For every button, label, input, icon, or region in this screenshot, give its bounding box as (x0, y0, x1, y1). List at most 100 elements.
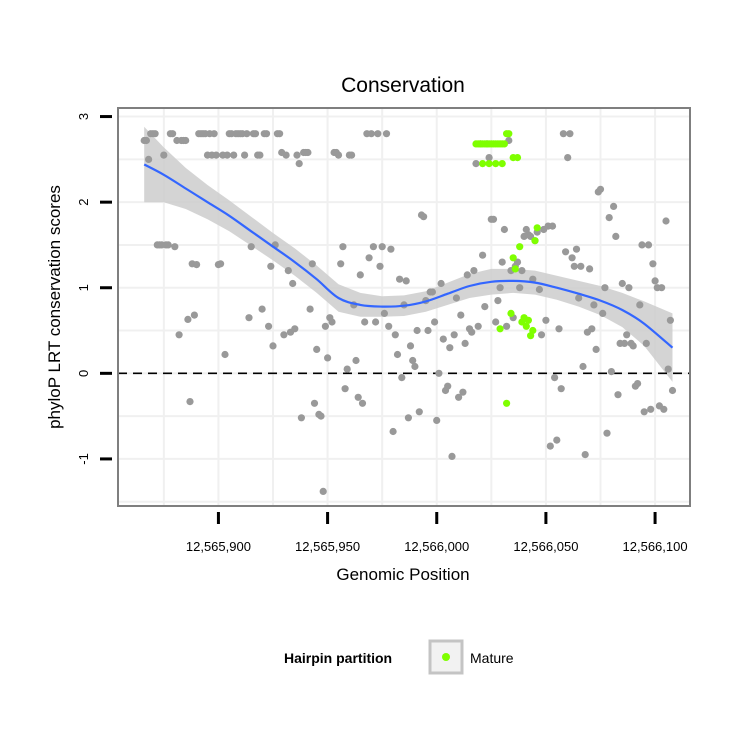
x-tick-label: 12,566,050 (513, 539, 578, 554)
other-point (372, 318, 380, 326)
other-point (385, 322, 393, 330)
other-point (328, 318, 336, 326)
other-point (651, 277, 659, 285)
mature-point (505, 130, 513, 138)
mature-point (531, 237, 539, 245)
other-point (634, 380, 642, 388)
mature-point (509, 254, 517, 262)
other-point (184, 315, 192, 323)
other-point (361, 318, 369, 326)
other-point (494, 297, 502, 305)
other-point (293, 151, 301, 159)
other-point (572, 245, 581, 253)
other-point (145, 155, 153, 163)
other-point (596, 185, 605, 193)
x-axis: 12,565,900 12,565,950 12,566,000 12,566,050… (186, 512, 688, 554)
other-point (450, 331, 458, 339)
other-point (267, 262, 275, 270)
other-point (644, 241, 653, 249)
other-point (308, 260, 316, 268)
smooth-curve-layer (143, 163, 674, 349)
y-tick-label: -1 (76, 453, 91, 465)
other-point (658, 284, 666, 292)
other-point (289, 279, 297, 288)
other-point (304, 148, 312, 157)
other-point (169, 130, 177, 138)
x-axis-title: Genomic Position (336, 565, 469, 584)
mature-point (524, 316, 533, 324)
other-point (492, 318, 500, 326)
other-point (551, 374, 559, 382)
other-point (564, 154, 572, 162)
other-point (243, 130, 251, 138)
legend-mature-marker (442, 653, 450, 661)
other-point (625, 284, 633, 292)
other-point (389, 427, 397, 436)
other-point (415, 408, 423, 416)
other-point (374, 130, 382, 138)
mature-point (522, 322, 530, 330)
other-point (485, 154, 493, 162)
other-point (629, 342, 637, 350)
mature-point (507, 309, 515, 317)
other-point (295, 160, 303, 168)
other-point (171, 243, 179, 251)
other-point (649, 260, 657, 268)
other-point (586, 265, 594, 273)
other-point (393, 350, 402, 359)
mature-point (496, 325, 504, 333)
other-point (664, 365, 672, 373)
x-tick-label: 12,565,900 (186, 539, 251, 554)
mature-point (511, 265, 519, 273)
other-point (221, 350, 229, 359)
other-point (553, 436, 561, 444)
other-point (367, 130, 375, 138)
other-point (431, 318, 439, 326)
other-point (164, 241, 172, 249)
other-point (570, 262, 578, 270)
other-point (387, 245, 395, 253)
other-point (546, 442, 554, 450)
other-point (142, 136, 150, 145)
other-point (642, 339, 650, 347)
other-point (662, 217, 670, 225)
chart-title: Conservation (341, 74, 465, 97)
other-point (334, 151, 343, 159)
mature-point (529, 326, 537, 335)
other-point (444, 382, 452, 390)
other-point (411, 362, 419, 371)
other-point (256, 151, 264, 159)
other-point (280, 331, 288, 339)
other-point (555, 325, 563, 333)
other-point (592, 345, 600, 353)
other-point (424, 326, 432, 335)
other-point (276, 130, 284, 138)
other-point (160, 151, 168, 159)
other-point (291, 325, 299, 333)
other-point (610, 202, 618, 210)
other-point (406, 342, 415, 350)
other-point (297, 414, 305, 422)
other-point (537, 331, 546, 339)
y-tick-label: 2 (76, 199, 91, 206)
other-point (498, 258, 506, 266)
other-point (251, 130, 260, 138)
other-point (474, 322, 482, 330)
other-point (636, 301, 644, 309)
y-tick-label: 0 (76, 370, 91, 377)
other-point (339, 243, 347, 251)
other-point (461, 339, 469, 347)
other-point (175, 331, 183, 339)
y-axis-title: phyloP LRT conservation scores (45, 185, 64, 429)
other-point (193, 261, 201, 269)
other-point (481, 303, 489, 311)
legend: Hairpin partition Mature (284, 639, 514, 675)
other-point (455, 393, 463, 401)
other-point (623, 331, 631, 339)
other-point (413, 326, 421, 335)
other-point (369, 243, 377, 251)
other-point (579, 362, 587, 371)
other-point (468, 328, 476, 336)
other-point (588, 325, 596, 333)
other-point (151, 130, 159, 138)
